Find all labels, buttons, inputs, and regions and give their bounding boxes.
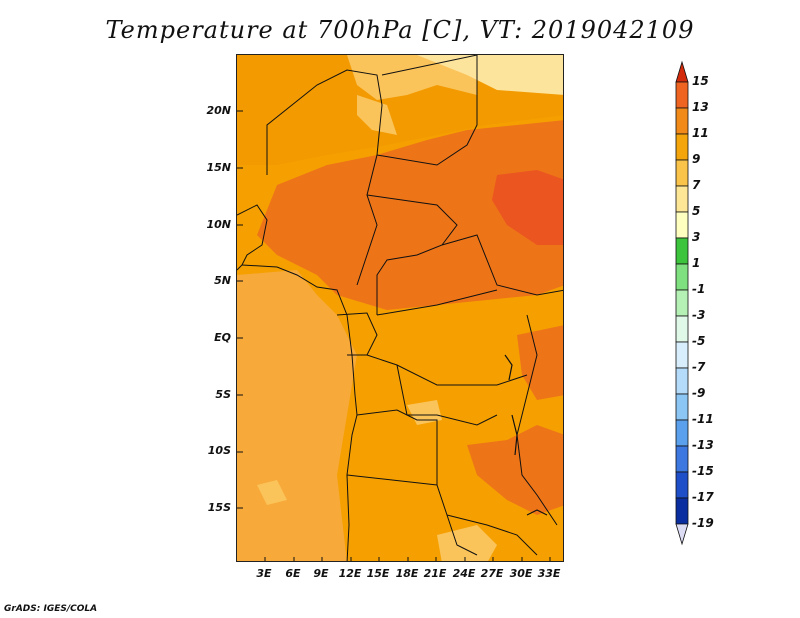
colorbar-tick-label: 9 — [692, 152, 701, 166]
colorbar-box — [675, 159, 689, 187]
field-hot-east — [492, 170, 563, 245]
field-cool-patch — [357, 95, 397, 135]
map-panel — [236, 54, 564, 562]
colorbar-tick-label: -17 — [692, 490, 714, 504]
field-cool-north-2 — [417, 55, 563, 95]
colorbar-tick-label: -11 — [692, 412, 714, 426]
colorbar-box — [675, 341, 689, 369]
lon-label-9e: 9E — [313, 567, 329, 580]
colorbar-tick-label: -15 — [692, 464, 714, 478]
colorbar-tick-label: -13 — [692, 438, 714, 452]
temperature-map — [237, 55, 563, 561]
colorbar-top-arrow — [675, 60, 689, 83]
colorbar-tick-label: 5 — [692, 204, 701, 218]
lon-label-3e: 3E — [256, 567, 272, 580]
field-cool-south-1 — [257, 480, 287, 505]
colorbar — [675, 60, 689, 546]
lon-label-27e: 27E — [480, 567, 504, 580]
colorbar-bottom-arrow — [675, 523, 689, 546]
colorbar-tick-label: -7 — [692, 360, 706, 374]
lon-label-21e: 21E — [423, 567, 447, 580]
colorbar-box — [675, 133, 689, 161]
lat-label-10n: 10N — [206, 218, 231, 231]
colorbar-box — [675, 81, 689, 109]
lon-label-24e: 24E — [452, 567, 476, 580]
lon-label-6e: 6E — [285, 567, 301, 580]
field-warm-east — [517, 325, 563, 400]
lon-label-30e: 30E — [509, 567, 533, 580]
colorbar-box — [675, 367, 689, 395]
lon-label-12e: 12E — [338, 567, 362, 580]
colorbar-tick-label: -1 — [692, 282, 706, 296]
colorbar-tick-label: 3 — [692, 230, 701, 244]
colorbar-box — [675, 211, 689, 239]
field-warm-band — [257, 120, 563, 310]
colorbar-box — [675, 497, 689, 525]
colorbar-tick-label: -3 — [692, 308, 706, 322]
colorbar-tick-label: -5 — [692, 334, 706, 348]
colorbar-box — [675, 315, 689, 343]
colorbar-tick-label: 11 — [692, 126, 709, 140]
colorbar-box — [675, 471, 689, 499]
map-ticks — [237, 110, 551, 561]
colorbar-box — [675, 393, 689, 421]
colorbar-box — [675, 289, 689, 317]
field-north — [237, 55, 563, 165]
colorbar-box — [675, 107, 689, 135]
colorbar-box — [675, 185, 689, 213]
colorbar-tick-label: 13 — [692, 100, 709, 114]
field-warm-southeast — [467, 425, 563, 515]
lat-label-15n: 15N — [206, 161, 231, 174]
lat-label-5s: 5S — [215, 388, 231, 401]
chart-title: Temperature at 700hPa [C], VT: 201904210… — [105, 16, 695, 44]
colorbar-tick-label: -19 — [692, 516, 714, 530]
colorbar-box — [675, 263, 689, 291]
colorbar-tick-label: 7 — [692, 178, 701, 192]
lon-label-33e: 33E — [537, 567, 561, 580]
colorbar-box — [675, 237, 689, 265]
colorbar-tick-label: 1 — [692, 256, 701, 270]
lakes — [504, 354, 548, 516]
colorbar-tick-label: -9 — [692, 386, 706, 400]
colorbar-tick-label: 15 — [692, 74, 709, 88]
lon-label-15e: 15E — [366, 567, 390, 580]
credit-text: GrADS: IGES/COLA — [4, 604, 98, 614]
field-cool-south-3 — [437, 525, 497, 561]
lon-label-18e: 18E — [395, 567, 419, 580]
lat-label-10s: 10S — [207, 444, 231, 457]
lat-label-20n: 20N — [206, 104, 231, 117]
colorbar-box — [675, 445, 689, 473]
country-borders — [237, 55, 563, 561]
lat-label-15s: 15S — [207, 501, 231, 514]
lat-label-eq: EQ — [214, 331, 231, 344]
lat-label-5n: 5N — [214, 274, 231, 287]
colorbar-box — [675, 419, 689, 447]
field-cool-south-2 — [407, 400, 442, 425]
